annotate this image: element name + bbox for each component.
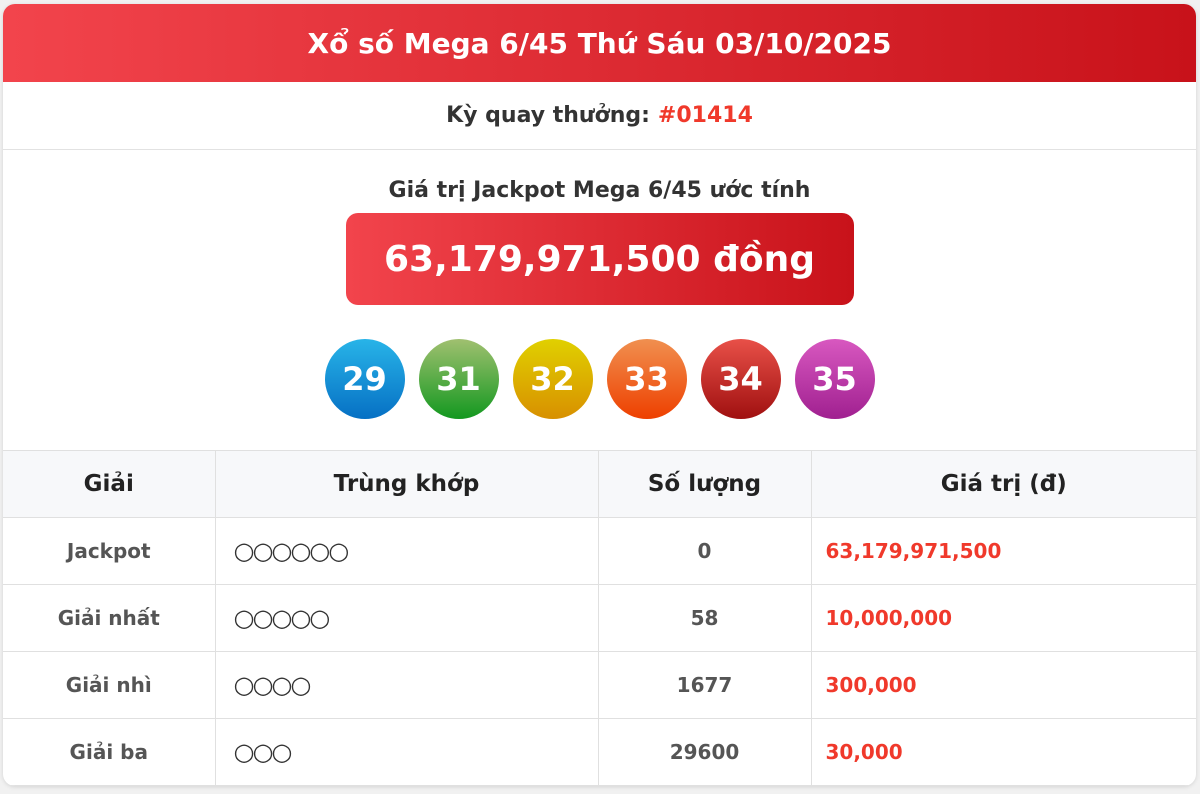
cell-value: 300,000 (810, 651, 1196, 719)
cell-count: 0 (597, 517, 812, 585)
prize-table: Giải Trùng khớp Số lượng Giá trị (đ) Jac… (3, 450, 1196, 786)
cell-prize: Giải ba (3, 718, 216, 786)
cell-prize: Giải nhất (3, 584, 216, 652)
number-ball: 33 (606, 339, 687, 419)
page-title: Xổ số Mega 6/45 Thứ Sáu 03/10/2025 (3, 4, 1196, 82)
table-row: Giải ba ○○○ 29600 30,000 (3, 718, 1196, 786)
header-count: Số lượng (597, 450, 812, 518)
cell-match: ○○○○○ (214, 584, 599, 652)
table-header: Giải Trùng khớp Số lượng Giá trị (đ) (3, 450, 1196, 518)
draw-info: Kỳ quay thưởng: #01414 (3, 82, 1196, 150)
cell-count: 1677 (597, 651, 812, 719)
header-value: Giá trị (đ) (810, 450, 1196, 518)
cell-count: 29600 (597, 718, 812, 786)
cell-prize: Giải nhì (3, 651, 216, 719)
table-row: Giải nhất ○○○○○ 58 10,000,000 (3, 584, 1196, 652)
number-ball: 32 (512, 339, 593, 419)
jackpot-label: Giá trị Jackpot Mega 6/45 ước tính (388, 178, 811, 203)
cell-value: 30,000 (810, 718, 1196, 786)
winning-numbers: 29 31 32 33 34 35 (3, 339, 1196, 419)
draw-label: Kỳ quay thưởng: (446, 103, 650, 128)
draw-number: #01414 (657, 103, 753, 128)
table-row: Giải nhì ○○○○ 1677 300,000 (3, 651, 1196, 719)
cell-value: 10,000,000 (810, 584, 1196, 652)
cell-prize: Jackpot (3, 517, 216, 585)
header-prize: Giải (3, 450, 216, 518)
header-match: Trùng khớp (214, 450, 599, 518)
cell-value: 63,179,971,500 (810, 517, 1196, 585)
cell-match: ○○○○○○ (214, 517, 599, 585)
cell-match: ○○○○ (214, 651, 599, 719)
number-ball: 31 (418, 339, 499, 419)
cell-count: 58 (597, 584, 812, 652)
number-ball: 35 (794, 339, 875, 419)
results-card: Xổ số Mega 6/45 Thứ Sáu 03/10/2025 Kỳ qu… (3, 4, 1196, 786)
table-row: Jackpot ○○○○○○ 0 63,179,971,500 (3, 517, 1196, 585)
number-ball: 29 (324, 339, 405, 419)
number-ball: 34 (700, 339, 781, 419)
cell-match: ○○○ (214, 718, 599, 786)
jackpot-value: 63,179,971,500 đồng (345, 213, 854, 305)
